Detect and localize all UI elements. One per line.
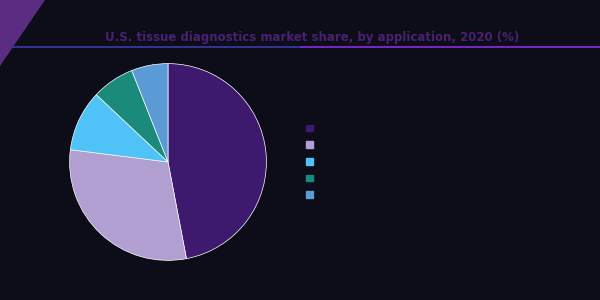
Wedge shape: [132, 64, 168, 162]
Wedge shape: [70, 94, 168, 162]
Wedge shape: [168, 64, 266, 259]
Text: U.S. tissue diagnostics market share, by application, 2020 (%): U.S. tissue diagnostics market share, by…: [105, 32, 519, 44]
Legend: Cancer diagnosis, Chronic disease diagnosis, Infectious disease diagnosis, Autoi: Cancer diagnosis, Chronic disease diagno…: [303, 122, 461, 202]
Wedge shape: [70, 150, 187, 260]
Wedge shape: [96, 70, 168, 162]
